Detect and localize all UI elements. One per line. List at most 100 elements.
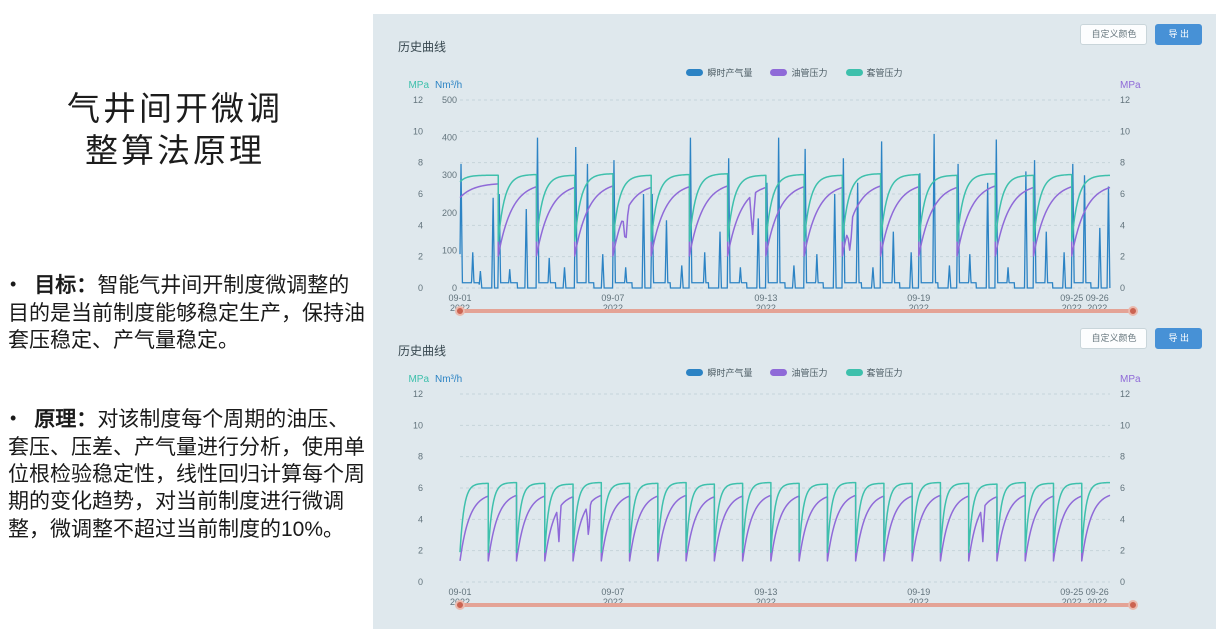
svg-text:4: 4 xyxy=(418,514,423,524)
svg-text:400: 400 xyxy=(442,133,457,143)
chart-legend: 瞬时产气量 油管压力 套管压力 xyxy=(373,66,1216,79)
slider-handle-left[interactable] xyxy=(455,600,465,610)
svg-text:4: 4 xyxy=(1120,514,1125,524)
svg-text:09-13: 09-13 xyxy=(754,587,777,597)
svg-text:09-26: 09-26 xyxy=(1086,587,1109,597)
slider-track[interactable] xyxy=(460,603,1133,607)
y-axis-right-mpa: MPa 12 10 8 6 4 2 0 xyxy=(1120,80,1141,293)
svg-text:0: 0 xyxy=(418,283,423,293)
series-gas-line xyxy=(459,133,1111,289)
svg-text:0: 0 xyxy=(1120,283,1125,293)
svg-text:10: 10 xyxy=(1120,420,1130,430)
slider-handle-right[interactable] xyxy=(1128,600,1138,610)
svg-text:6: 6 xyxy=(1120,483,1125,493)
y-axis-left-gas: Nm³/h 500 400 300 200 100 0 xyxy=(435,80,462,293)
legend-label-casing: 套管压力 xyxy=(866,68,903,78)
svg-text:09-01: 09-01 xyxy=(448,587,471,597)
svg-text:0: 0 xyxy=(418,577,423,587)
svg-text:12: 12 xyxy=(1120,389,1130,399)
svg-text:0: 0 xyxy=(452,283,457,293)
legend-item-tubing-pressure[interactable]: 油管压力 xyxy=(770,366,828,379)
svg-text:09-07: 09-07 xyxy=(601,293,624,303)
bullet-goal-text: 智能气井间开制度微调整的目的是当前制度能够稳定生产，保持油套压稳定、产气量稳定。 xyxy=(8,274,365,353)
bullet-marker: • xyxy=(10,274,17,295)
history-chart[interactable]: MPa121086420Nm³/hMPa12108642009-01202209… xyxy=(373,370,1216,618)
slider-track[interactable] xyxy=(460,309,1133,313)
export-button[interactable]: 导 出 xyxy=(1155,24,1202,45)
history-curve-section-2: 历史曲线 自定义颜色 导 出 瞬时产气量 油管压力 套管压力 MPa 12 10 8 6… xyxy=(373,322,1216,629)
legend-label-gas: 瞬时产气量 xyxy=(707,368,753,378)
legend-swatch-tubing xyxy=(770,69,788,76)
svg-text:09-01: 09-01 xyxy=(448,293,471,303)
bullet-marker: • xyxy=(10,408,17,429)
series-casing-pressure-line xyxy=(459,481,1111,553)
svg-text:MPa: MPa xyxy=(1120,80,1141,91)
chart-grid xyxy=(460,99,1110,289)
time-range-slider[interactable] xyxy=(455,600,1138,610)
svg-text:09-13: 09-13 xyxy=(754,293,777,303)
section-toolbar: 自定义颜色 导 出 xyxy=(1080,24,1202,45)
legend-item-gas[interactable]: 瞬时产气量 xyxy=(686,66,752,79)
legend-item-gas[interactable]: 瞬时产气量 xyxy=(686,366,752,379)
svg-text:500: 500 xyxy=(442,95,457,105)
svg-text:0: 0 xyxy=(1120,577,1125,587)
series-casing-pressure-line xyxy=(459,173,1111,242)
custom-color-button[interactable]: 自定义颜色 xyxy=(1080,328,1148,349)
legend-label-tubing: 油管压力 xyxy=(791,368,828,378)
svg-text:09-25: 09-25 xyxy=(1060,293,1083,303)
slide-title: 气井间开微调 整算法原理 xyxy=(30,88,320,172)
svg-text:2: 2 xyxy=(1120,252,1125,262)
bullet-goal: • 目标：智能气井间开制度微调整的目的是当前制度能够稳定生产，保持油套压稳定、产气… xyxy=(8,272,367,354)
series-tubing-pressure-line xyxy=(459,494,1111,562)
y-axis-left-gas: Nm³/h xyxy=(435,374,462,385)
section-toolbar: 自定义颜色 导 出 xyxy=(1080,328,1202,349)
svg-text:10: 10 xyxy=(413,420,423,430)
svg-text:6: 6 xyxy=(418,189,423,199)
legend-item-tubing-pressure[interactable]: 油管压力 xyxy=(770,66,828,79)
slider-handle-right[interactable] xyxy=(1128,306,1138,316)
legend-swatch-tubing xyxy=(770,369,788,376)
slide-text-panel: 气井间开微调 整算法原理 • 目标：智能气井间开制度微调整的目的是当前制度能够稳定… xyxy=(0,0,373,629)
svg-text:2: 2 xyxy=(418,252,423,262)
legend-label-gas: 瞬时产气量 xyxy=(707,68,753,78)
custom-color-button[interactable]: 自定义颜色 xyxy=(1080,24,1148,45)
svg-text:2022: 2022 xyxy=(603,597,623,607)
history-curve-section-1: 历史曲线 自定义颜色 导 出 瞬时产气量 油管压力 套管压力 MPa 12 10 8 6… xyxy=(373,14,1216,322)
svg-text:100: 100 xyxy=(442,245,457,255)
svg-text:2022: 2022 xyxy=(1062,303,1082,313)
legend-swatch-gas xyxy=(686,369,704,376)
export-button[interactable]: 导 出 xyxy=(1155,328,1202,349)
svg-text:2022: 2022 xyxy=(1087,597,1107,607)
legend-item-casing-pressure[interactable]: 套管压力 xyxy=(845,366,903,379)
legend-swatch-casing xyxy=(845,69,863,76)
svg-text:2: 2 xyxy=(1120,546,1125,556)
bullet-principle-text: 对该制度每个周期的油压、套压、压差、产气量进行分析，使用单位根检验稳定性，线性回… xyxy=(8,408,365,541)
svg-text:2022: 2022 xyxy=(1087,303,1107,313)
svg-text:2022: 2022 xyxy=(756,597,776,607)
svg-text:MPa: MPa xyxy=(1120,374,1141,385)
svg-text:2022: 2022 xyxy=(603,303,623,313)
time-range-slider[interactable] xyxy=(455,306,1138,316)
svg-text:8: 8 xyxy=(418,452,423,462)
section-title: 历史曲线 xyxy=(398,40,447,54)
svg-text:300: 300 xyxy=(442,170,457,180)
legend-label-casing: 套管压力 xyxy=(866,368,903,378)
legend-item-casing-pressure[interactable]: 套管压力 xyxy=(845,66,903,79)
slider-handle-left[interactable] xyxy=(455,306,465,316)
svg-text:Nm³/h: Nm³/h xyxy=(435,80,462,91)
history-chart[interactable]: MPa121086420Nm³/h5004003002001000MPa1210… xyxy=(373,76,1216,324)
svg-text:2022: 2022 xyxy=(909,303,929,313)
monitor-panel: 历史曲线 自定义颜色 导 出 瞬时产气量 油管压力 套管压力 MPa 12 10 8 6… xyxy=(373,14,1216,629)
legend-swatch-gas xyxy=(686,69,704,76)
svg-text:2: 2 xyxy=(418,546,423,556)
svg-text:10: 10 xyxy=(1120,126,1130,136)
svg-text:8: 8 xyxy=(418,158,423,168)
svg-text:MPa: MPa xyxy=(408,80,429,91)
chart-legend: 瞬时产气量 油管压力 套管压力 xyxy=(373,366,1216,379)
bullet-goal-label: 目标： xyxy=(34,274,98,298)
y-axis-left-mpa: MPa 12 10 8 6 4 2 0 xyxy=(408,374,429,587)
slide-title-line1: 气井间开微调 xyxy=(67,89,283,128)
svg-text:12: 12 xyxy=(413,95,423,105)
svg-text:09-19: 09-19 xyxy=(907,293,930,303)
